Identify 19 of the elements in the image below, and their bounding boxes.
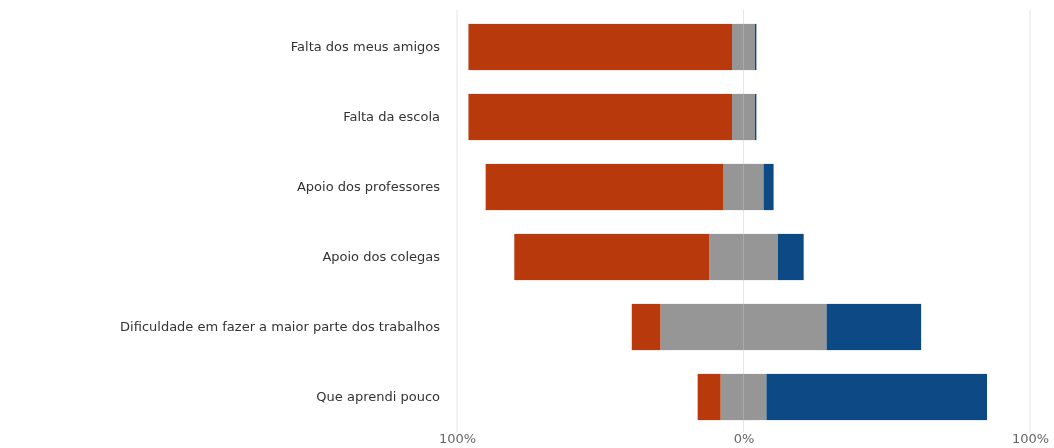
bar	[763, 163, 774, 211]
y-tick-label: Falta da escola	[343, 109, 440, 125]
bar	[514, 233, 710, 281]
x-tick-label: 100%	[438, 431, 477, 447]
y-tick-label: Dificuldade em fazer a maior parte dos trabalhos	[120, 319, 441, 335]
bar	[631, 303, 661, 351]
x-tick-label: 0%	[733, 431, 755, 447]
y-tick-label: Que aprendi pouco	[316, 389, 441, 405]
bar	[777, 233, 804, 281]
bar	[766, 373, 988, 421]
bar	[826, 303, 922, 351]
bar	[485, 163, 724, 211]
y-tick-label: Apoio dos colegas	[322, 249, 441, 265]
x-tick-label: 100%	[1011, 431, 1050, 447]
bar	[697, 373, 721, 421]
y-tick-label: Falta dos meus amigos	[290, 39, 441, 55]
y-tick-label: Apoio dos professores	[296, 179, 441, 195]
bar	[468, 93, 733, 141]
bar	[468, 23, 733, 71]
